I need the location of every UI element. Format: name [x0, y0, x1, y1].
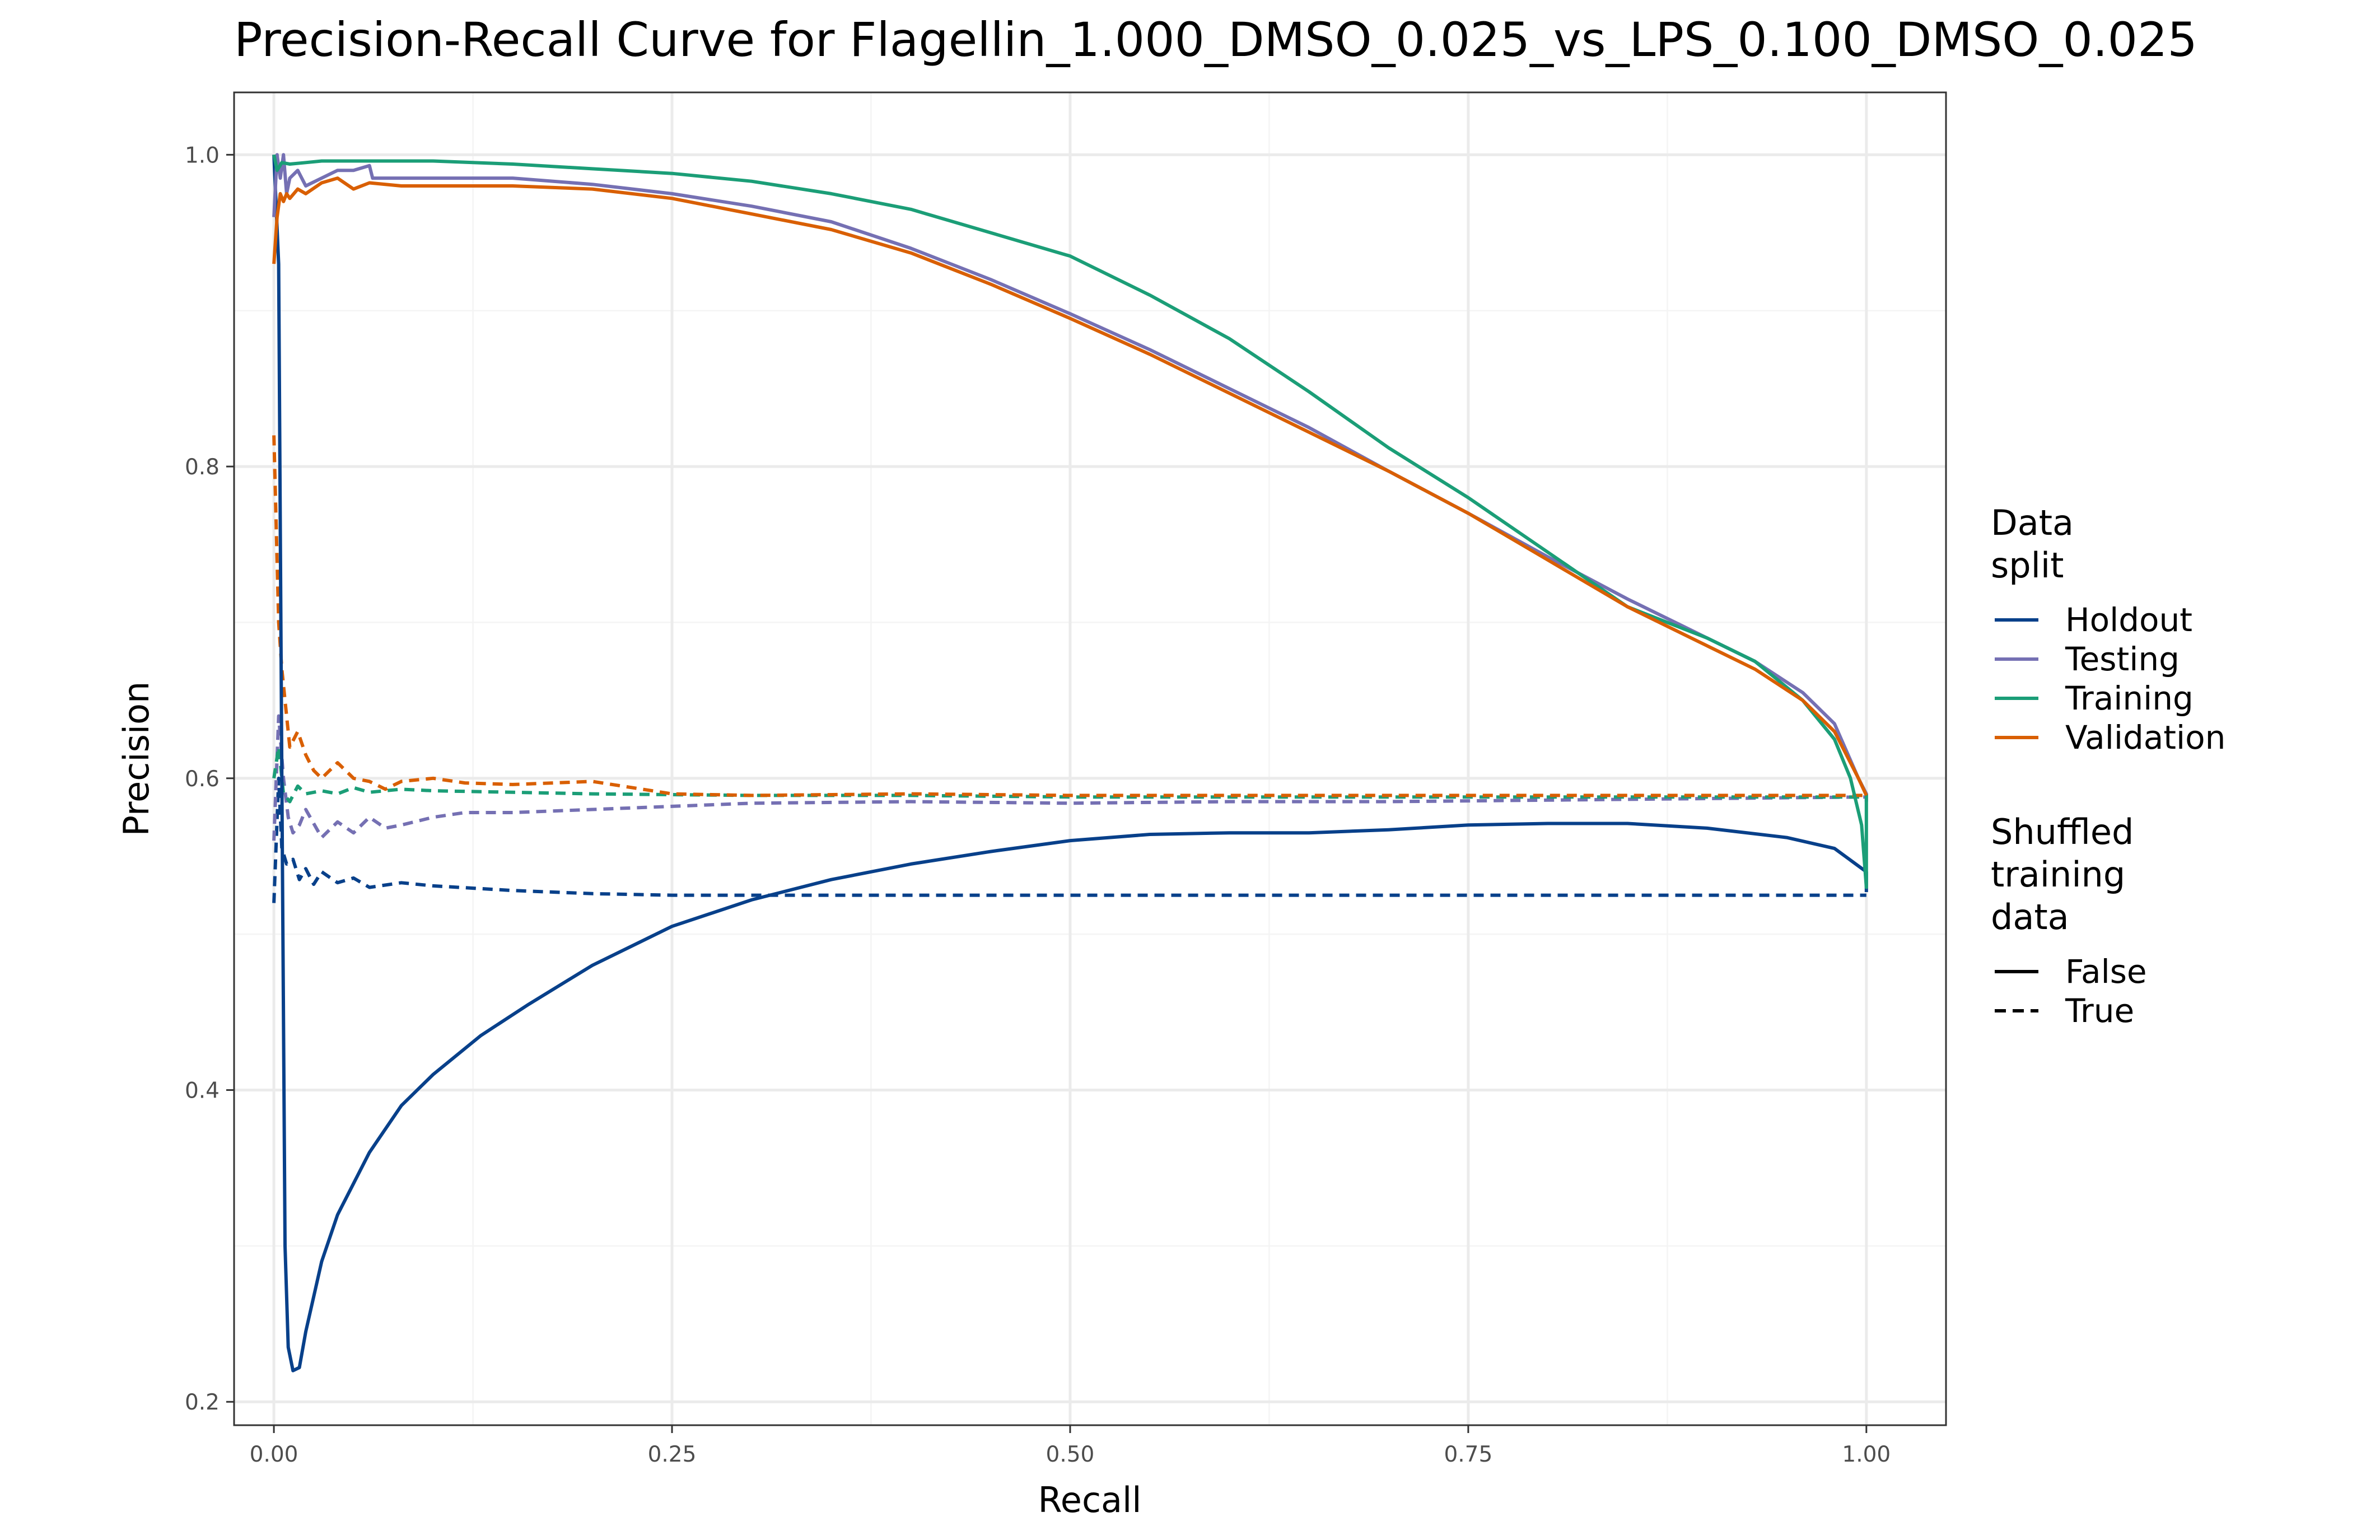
legend: Data split HoldoutTestingTrainingValidatio… — [1991, 502, 2225, 1030]
y-tick-label: 0.8 — [185, 455, 220, 480]
panel-background — [234, 92, 1946, 1425]
series-lines — [272, 153, 1868, 1373]
series-validation-shuffled — [272, 435, 1866, 797]
x-axis: 0.00 0.25 0.50 0.75 1.00 — [250, 1425, 1891, 1467]
series-testing-shuffled — [272, 714, 1866, 841]
legend-label-training: Training — [2065, 679, 2194, 717]
grid-major-lines — [234, 92, 1946, 1425]
legend-title: Data split — [1991, 502, 2074, 586]
x-tick-label: 0.00 — [250, 1442, 298, 1467]
legend-label-false: False — [2065, 953, 2147, 991]
x-tick-label: 0.75 — [1444, 1442, 1492, 1467]
plot-panel — [233, 91, 1947, 1426]
y-tick-label: 0.4 — [185, 1079, 220, 1104]
x-tick-label: 0.25 — [648, 1442, 697, 1467]
series-holdout-shuffled — [272, 776, 1866, 903]
y-axis: 0.2 0.4 0.6 0.8 1.0 — [185, 143, 234, 1415]
panel-border — [233, 91, 1947, 1426]
legend-label-validation: Validation — [2065, 718, 2225, 757]
legend-title: Shuffled training data — [1991, 811, 2134, 937]
y-tick-label: 0.6 — [185, 767, 220, 792]
series-holdout-unshuffled — [272, 155, 1868, 1373]
x-tick-label: 0.50 — [1046, 1442, 1095, 1467]
series-validation-unshuffled — [272, 176, 1868, 796]
y-tick-label: 1.0 — [185, 143, 220, 168]
y-axis-title: Precision — [116, 682, 157, 837]
x-axis-title: Recall — [1038, 1480, 1142, 1520]
legend-label-true: True — [2065, 992, 2134, 1030]
chart-title: Precision-Recall Curve for Flagellin_1.0… — [234, 12, 2197, 67]
legend-label-testing: Testing — [2065, 640, 2180, 678]
legend-label-holdout: Holdout — [2065, 601, 2192, 639]
x-tick-label: 1.00 — [1842, 1442, 1891, 1467]
y-tick-label: 0.2 — [185, 1390, 220, 1415]
